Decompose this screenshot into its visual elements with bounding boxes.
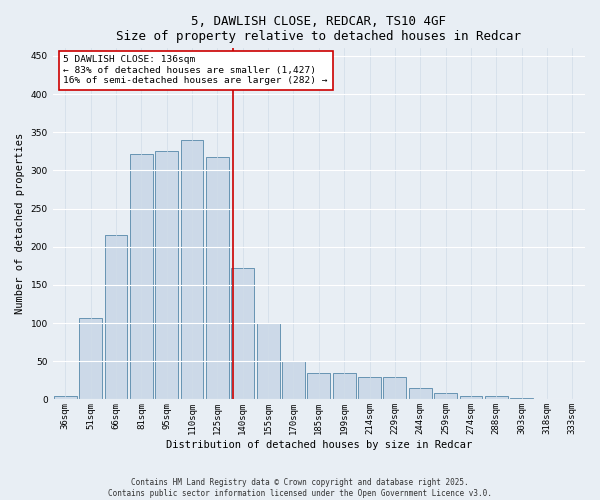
- Bar: [434, 394, 457, 400]
- Bar: [130, 154, 153, 400]
- Bar: [181, 140, 203, 400]
- Title: 5, DAWLISH CLOSE, REDCAR, TS10 4GF
Size of property relative to detached houses : 5, DAWLISH CLOSE, REDCAR, TS10 4GF Size …: [116, 15, 521, 43]
- Bar: [79, 318, 102, 400]
- Text: 5 DAWLISH CLOSE: 136sqm
← 83% of detached houses are smaller (1,427)
16% of semi: 5 DAWLISH CLOSE: 136sqm ← 83% of detache…: [64, 56, 328, 85]
- Bar: [206, 156, 229, 400]
- Text: Contains HM Land Registry data © Crown copyright and database right 2025.
Contai: Contains HM Land Registry data © Crown c…: [108, 478, 492, 498]
- Bar: [536, 398, 559, 400]
- Bar: [485, 396, 508, 400]
- Bar: [383, 378, 406, 400]
- Bar: [257, 323, 280, 400]
- Bar: [333, 372, 356, 400]
- Bar: [561, 398, 584, 400]
- Bar: [460, 396, 482, 400]
- Bar: [409, 388, 431, 400]
- Bar: [155, 152, 178, 400]
- Bar: [282, 362, 305, 400]
- X-axis label: Distribution of detached houses by size in Redcar: Distribution of detached houses by size …: [166, 440, 472, 450]
- Bar: [54, 396, 77, 400]
- Bar: [307, 372, 330, 400]
- Bar: [510, 398, 533, 400]
- Bar: [358, 378, 381, 400]
- Bar: [104, 236, 127, 400]
- Y-axis label: Number of detached properties: Number of detached properties: [15, 133, 25, 314]
- Bar: [232, 268, 254, 400]
